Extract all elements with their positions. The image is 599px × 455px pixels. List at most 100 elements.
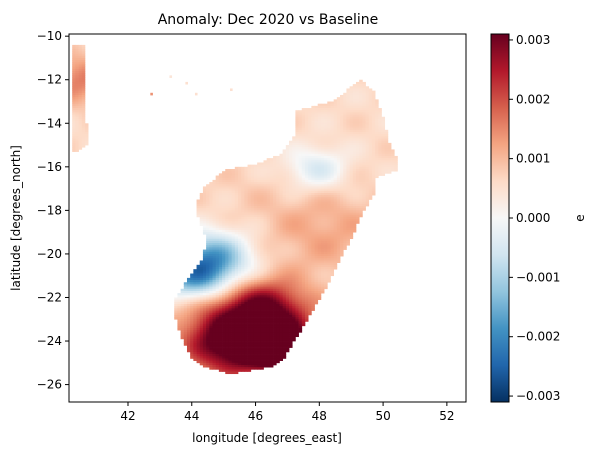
heatmap-cell [241,212,245,216]
heatmap-cell [190,325,194,329]
heatmap-cell [285,323,290,327]
heatmap-cell [209,227,213,231]
heatmap-cell [215,312,220,316]
heatmap-cell [301,127,306,131]
heatmap-cell [343,197,347,200]
heatmap-cell [292,162,296,165]
heatmap-cell [212,306,217,309]
heatmap-cell [206,221,210,224]
heatmap-cell [244,299,248,303]
heatmap-cell [295,210,299,213]
heatmap-cell [253,249,258,253]
heatmap-cell [234,317,239,320]
heatmap-cell [317,184,322,187]
heatmap-cell [282,299,287,303]
heatmap-cell [336,243,341,246]
heatmap-cell [266,162,271,165]
heatmap-cell [292,304,296,307]
heatmap-cell [266,269,271,272]
heatmap-cell [378,108,382,111]
heatmap-cell [349,101,354,105]
heatmap-cell [269,301,274,305]
heatmap-cell [273,225,277,229]
heatmap-cell [269,314,274,318]
heatmap-cell [311,232,315,235]
heatmap-cell [311,125,315,128]
heatmap-cell [225,199,229,203]
heatmap-cell [215,299,220,303]
heatmap-cell [218,225,223,229]
heatmap-cell [314,151,319,155]
heatmap-cell [218,192,223,196]
heatmap-cell [375,110,379,113]
heatmap-cell [244,280,248,283]
heatmap-cell [222,214,226,218]
heatmap-cell [343,243,347,246]
heatmap-cell [276,299,280,303]
heatmap-cell [241,310,245,314]
heatmap-cell [308,184,312,187]
heatmap-cell [292,277,296,281]
heatmap-cell [327,173,331,176]
heatmap-cell [349,182,354,185]
heatmap-cell [174,306,178,309]
heatmap-cell [196,206,201,209]
heatmap-cell [301,138,306,142]
heatmap-cell [282,249,287,253]
heatmap-cell [384,166,389,170]
heatmap-cell [349,190,354,194]
heatmap-cell [308,229,312,233]
heatmap-cell [355,169,360,172]
heatmap-cell [355,195,360,198]
heatmap-cell [295,310,299,314]
heatmap-cell [292,301,296,305]
heatmap-cell [244,232,248,235]
heatmap-cell [276,243,280,246]
heatmap-cell [218,295,223,298]
heatmap-cell [352,127,357,131]
heatmap-cell [282,155,287,159]
heatmap-cell [190,323,194,327]
heatmap-cell [308,171,312,174]
heatmap-cell [215,330,220,333]
heatmap-cell [340,97,344,100]
heatmap-cell [209,258,213,261]
heatmap-cell [333,247,338,250]
heatmap-cell [228,238,232,242]
heatmap-cell [308,112,312,115]
heatmap-cell [282,171,287,174]
heatmap-cell [186,286,191,290]
heatmap-cell [193,286,197,290]
heatmap-cell [225,173,229,176]
heatmap-cell [279,166,283,170]
heatmap-cell [202,286,207,290]
heatmap-cell [324,216,328,220]
heatmap-cell [336,103,341,107]
heatmap-cell [295,280,299,283]
heatmap-cell [343,138,347,142]
heatmap-cell [314,297,319,301]
heatmap-cell [209,266,213,270]
heatmap-cell [228,297,232,301]
heatmap-cell [212,321,217,324]
heatmap-cell [320,277,325,281]
heatmap-cell [311,262,315,266]
heatmap-cell [276,332,280,335]
heatmap-cell [266,240,271,244]
heatmap-cell [282,317,287,320]
heatmap-cell [301,123,306,126]
heatmap-cell [215,253,220,257]
heatmap-cell [231,273,236,277]
heatmap-cell [75,62,79,65]
heatmap-cell [327,249,331,253]
heatmap-cell [324,221,328,224]
heatmap-cell [327,127,331,131]
heatmap-cell [368,162,373,165]
heatmap-cell [218,290,223,294]
heatmap-cell [327,116,331,120]
heatmap-cell [289,203,293,207]
heatmap-cell [279,343,283,346]
heatmap-cell [330,184,335,187]
heatmap-cell [340,197,344,200]
heatmap-cell [298,186,303,189]
